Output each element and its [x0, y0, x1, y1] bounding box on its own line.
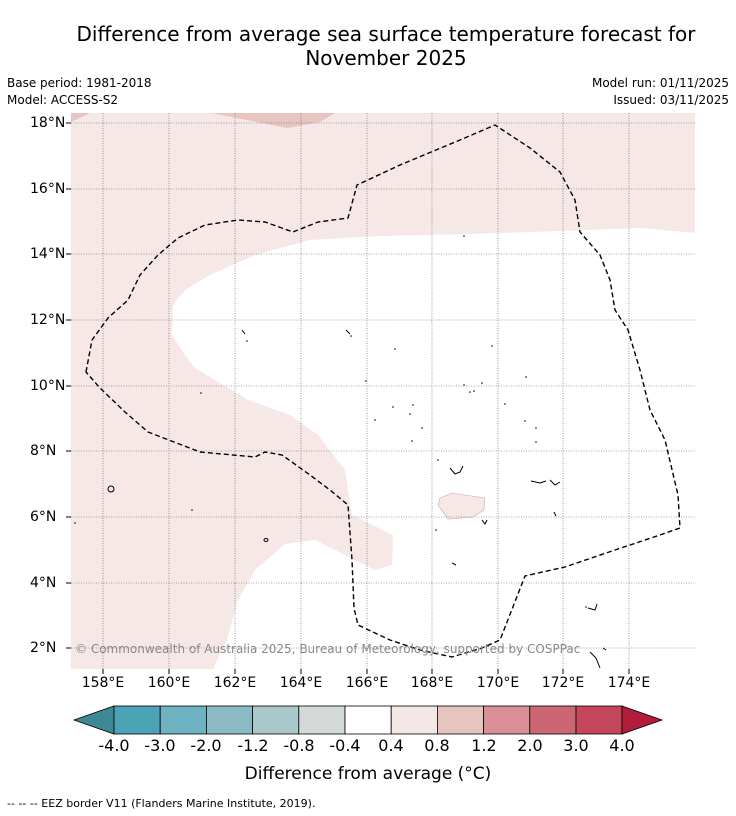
- model-run: Model run: 01/11/2025: [591, 76, 729, 90]
- meta-left: Base period: 1981-2018 Model: ACCESS-S2: [7, 75, 152, 109]
- colorbar-title: Difference from average (°C): [244, 764, 492, 784]
- footer-note: -- -- -- EEZ border V11 (Flanders Marine…: [7, 797, 316, 810]
- colorbar-extend-high: [621, 705, 664, 735]
- chart-title: Difference from average sea surface temp…: [40, 22, 732, 70]
- colorbar-label: 2.0: [517, 736, 543, 755]
- lon-label: 170°E: [476, 675, 520, 691]
- colorbar-bin: [529, 705, 577, 735]
- colorbar-label: 4.0: [609, 736, 635, 755]
- colorbar-label: -3.0: [144, 736, 176, 755]
- issued-date: Issued: 03/11/2025: [613, 93, 729, 107]
- colorbar-label: -0.4: [329, 736, 361, 755]
- colorbar-label: 3.0: [563, 736, 589, 755]
- base-period: Base period: 1981-2018: [7, 76, 152, 90]
- axis-ticks: [66, 122, 630, 674]
- lat-label: 18°N: [30, 115, 66, 131]
- colorbar-label: 0.8: [424, 736, 450, 755]
- colorbar-bin: [298, 705, 346, 735]
- title-line-2: November 2025: [305, 46, 467, 70]
- colorbar-label: 0.4: [378, 736, 404, 755]
- lon-label: 174°E: [607, 675, 651, 691]
- lat-label: 16°N: [30, 181, 66, 197]
- copyright-notice: © Commonwealth of Australia 2025, Bureau…: [75, 642, 580, 656]
- colorbar: [72, 705, 664, 735]
- colorbar-bin: [436, 705, 484, 735]
- colorbar-bin: [575, 705, 623, 735]
- colorbar-bin: [252, 705, 300, 735]
- colorbar-bin: [344, 705, 392, 735]
- colorbar-bin: [159, 705, 207, 735]
- colorbar-label: -2.0: [190, 736, 222, 755]
- title-line-1: Difference from average sea surface temp…: [76, 22, 696, 46]
- lat-label: 6°N: [30, 509, 57, 525]
- colorbar-bin: [205, 705, 253, 735]
- lon-label: 158°E: [81, 675, 125, 691]
- lat-label: 12°N: [30, 312, 66, 328]
- colorbar-label: -1.2: [237, 736, 269, 755]
- anomaly-region-light: [71, 113, 695, 669]
- colorbar-bin: [483, 705, 531, 735]
- lon-label: 162°E: [213, 675, 257, 691]
- lat-label: 8°N: [30, 443, 57, 459]
- lat-label: 14°N: [30, 246, 66, 262]
- anomaly-blob-light: [437, 492, 486, 520]
- colorbar-bin: [113, 705, 161, 735]
- colorbar-label: -0.8: [283, 736, 315, 755]
- lat-label: 2°N: [30, 640, 57, 656]
- lon-label: 172°E: [541, 675, 585, 691]
- lon-label: 166°E: [345, 675, 389, 691]
- colorbar-label: 1.2: [471, 736, 497, 755]
- eez-border: [85, 124, 681, 658]
- lat-label: 4°N: [30, 575, 57, 591]
- anomaly-region-pink-top: [211, 113, 335, 128]
- lon-label: 168°E: [410, 675, 454, 691]
- small-atolls: [74, 235, 587, 608]
- model-name: Model: ACCESS-S2: [7, 93, 119, 107]
- colorbar-extend-low: [72, 705, 115, 735]
- lon-label: 164°E: [279, 675, 323, 691]
- lon-label: 160°E: [147, 675, 191, 691]
- colorbar-bin: [390, 705, 438, 735]
- colorbar-label: -4.0: [98, 736, 130, 755]
- islands: [107, 329, 607, 669]
- lat-label: 10°N: [30, 378, 66, 394]
- anomaly-region-pink-corner: [71, 113, 90, 122]
- meta-right: Model run: 01/11/2025 Issued: 03/11/2025: [592, 75, 729, 109]
- gridlines: [71, 113, 695, 669]
